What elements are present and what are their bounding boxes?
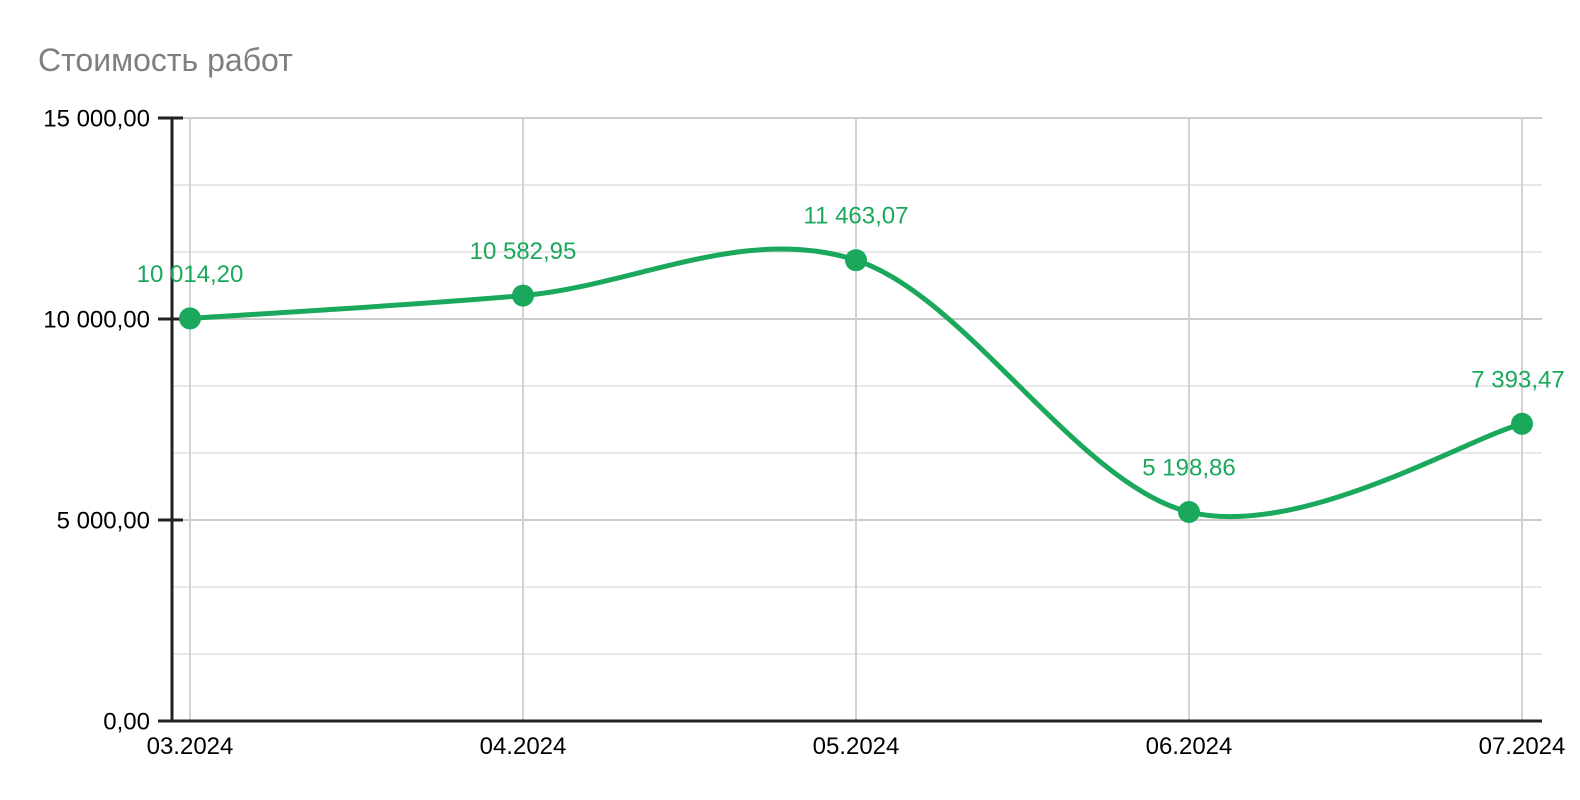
point-value-label: 11 463,07 (804, 203, 909, 230)
point-value-label: 10 582,95 (470, 238, 577, 265)
data-point[interactable] (1178, 501, 1200, 524)
y-axis-tick-label: 0,00 (103, 709, 150, 736)
data-point[interactable] (179, 307, 201, 330)
x-axis-label: 04.2024 (480, 733, 567, 760)
y-axis-tick-label: 5 000,00 (57, 508, 150, 535)
data-point[interactable] (512, 284, 534, 307)
point-value-label: 7 393,47 (1471, 366, 1564, 393)
data-point[interactable] (845, 249, 867, 272)
x-axis-label: 06.2024 (1146, 733, 1233, 760)
point-value-label: 5 198,86 (1142, 455, 1235, 482)
y-axis-tick-label: 10 000,00 (43, 307, 150, 334)
x-axis-label: 03.2024 (147, 733, 234, 760)
x-axis-label: 05.2024 (813, 733, 900, 760)
data-point[interactable] (1511, 412, 1533, 435)
x-axis-label: 07.2024 (1479, 733, 1566, 760)
chart-title: Стоимость работ (38, 42, 293, 78)
point-value-label: 10 014,20 (137, 261, 244, 288)
series-line (187, 246, 1525, 520)
y-axis-tick-label: 15 000,00 (43, 106, 150, 133)
